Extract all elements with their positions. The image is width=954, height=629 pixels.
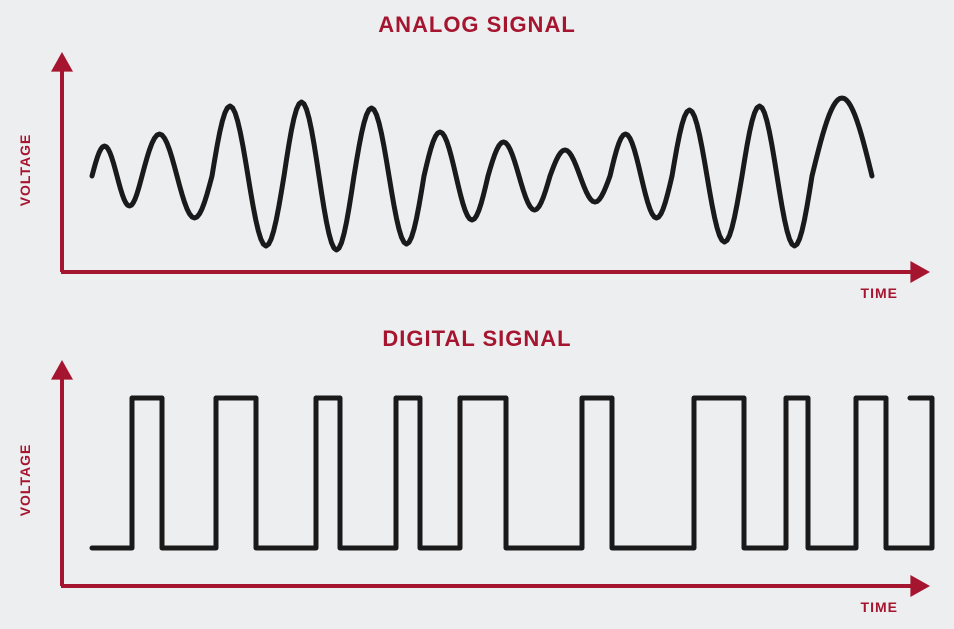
signal-diagram-svg: ANALOG SIGNAL VOLTAGE TIME DIGITAL SIGNAL VO…	[0, 0, 954, 629]
analog-x-axis-label: TIME	[861, 285, 898, 301]
digital-y-axis-label: VOLTAGE	[17, 444, 33, 517]
figure-container: ANALOG SIGNAL VOLTAGE TIME DIGITAL SIGNAL VO…	[0, 0, 954, 629]
digital-title: DIGITAL SIGNAL	[382, 326, 571, 351]
digital-x-axis-label: TIME	[861, 599, 898, 615]
analog-y-axis-label: VOLTAGE	[17, 134, 33, 207]
analog-title: ANALOG SIGNAL	[378, 12, 576, 37]
